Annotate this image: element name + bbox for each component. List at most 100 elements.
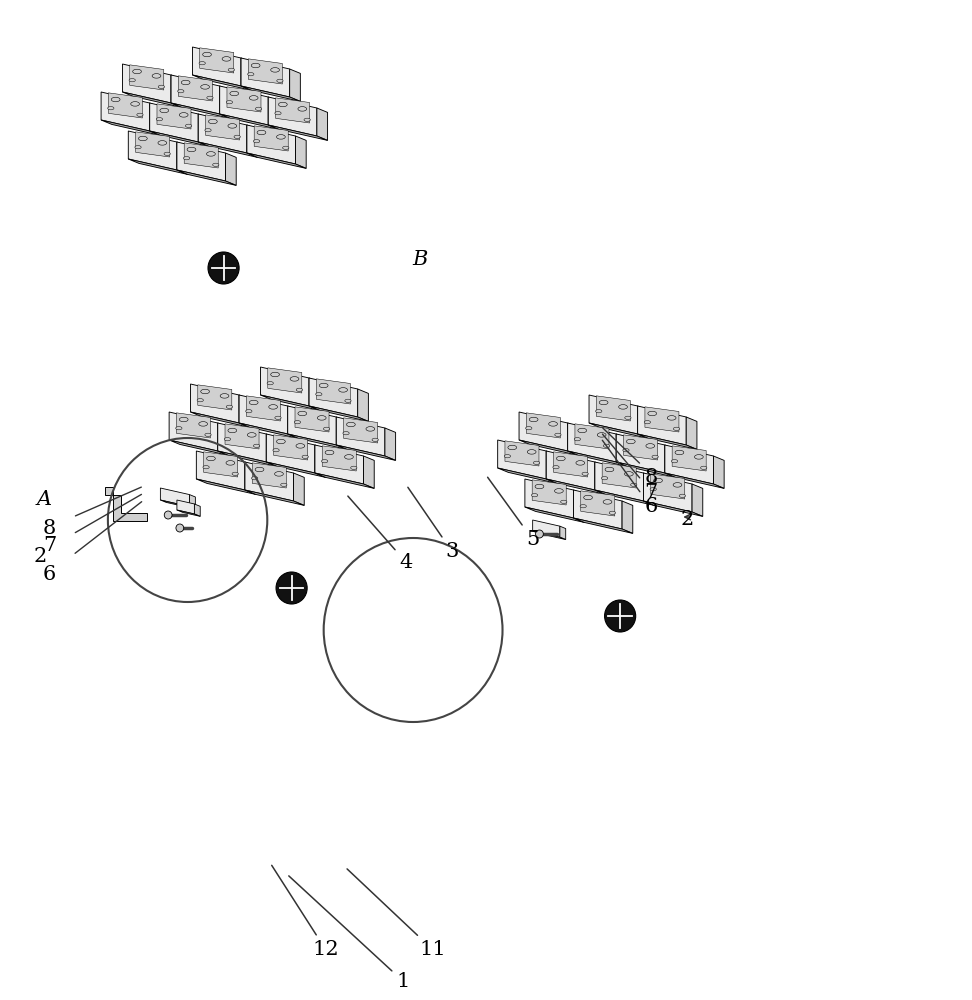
Ellipse shape — [345, 399, 351, 402]
Polygon shape — [245, 462, 294, 501]
Ellipse shape — [283, 146, 289, 149]
Text: 8: 8 — [43, 519, 56, 538]
Polygon shape — [595, 490, 654, 505]
Polygon shape — [323, 446, 357, 471]
Polygon shape — [665, 473, 724, 488]
Ellipse shape — [296, 388, 302, 391]
Polygon shape — [260, 395, 320, 410]
Ellipse shape — [526, 427, 532, 430]
Ellipse shape — [207, 96, 213, 99]
Polygon shape — [198, 114, 209, 146]
Ellipse shape — [186, 124, 191, 127]
Ellipse shape — [347, 422, 356, 427]
Ellipse shape — [532, 494, 538, 497]
Polygon shape — [336, 445, 396, 460]
Polygon shape — [597, 396, 631, 421]
Polygon shape — [568, 423, 578, 455]
Ellipse shape — [159, 108, 169, 113]
Polygon shape — [274, 435, 307, 460]
Ellipse shape — [132, 69, 142, 74]
Polygon shape — [150, 103, 160, 135]
Polygon shape — [220, 114, 279, 129]
Ellipse shape — [184, 157, 190, 160]
Polygon shape — [568, 451, 627, 466]
Polygon shape — [288, 434, 347, 449]
Ellipse shape — [205, 129, 211, 132]
Ellipse shape — [652, 455, 658, 458]
Ellipse shape — [365, 427, 375, 431]
Text: 6: 6 — [43, 565, 56, 584]
Ellipse shape — [295, 444, 305, 448]
Ellipse shape — [536, 484, 544, 489]
Ellipse shape — [158, 141, 167, 145]
Ellipse shape — [227, 428, 237, 433]
Ellipse shape — [203, 466, 209, 469]
Ellipse shape — [249, 400, 259, 405]
Polygon shape — [385, 428, 396, 460]
Ellipse shape — [644, 421, 650, 424]
Polygon shape — [245, 462, 256, 494]
Polygon shape — [191, 384, 239, 423]
Polygon shape — [295, 407, 329, 432]
Ellipse shape — [619, 405, 628, 409]
Polygon shape — [247, 125, 258, 157]
Polygon shape — [204, 452, 237, 477]
Polygon shape — [266, 462, 326, 477]
Ellipse shape — [673, 483, 682, 487]
Polygon shape — [336, 417, 347, 449]
Ellipse shape — [583, 495, 593, 500]
Polygon shape — [177, 142, 226, 181]
Ellipse shape — [675, 450, 684, 455]
Polygon shape — [290, 69, 300, 101]
Ellipse shape — [129, 79, 135, 82]
Ellipse shape — [226, 461, 235, 465]
Ellipse shape — [130, 102, 140, 106]
Ellipse shape — [251, 63, 260, 68]
Polygon shape — [218, 423, 228, 455]
Ellipse shape — [574, 438, 580, 441]
Polygon shape — [171, 75, 220, 114]
Ellipse shape — [372, 438, 378, 441]
Polygon shape — [288, 406, 298, 438]
Text: 4: 4 — [348, 496, 413, 572]
Polygon shape — [573, 490, 584, 522]
Ellipse shape — [274, 472, 284, 476]
Ellipse shape — [351, 466, 357, 469]
Circle shape — [605, 600, 636, 632]
Polygon shape — [206, 115, 239, 140]
Ellipse shape — [650, 488, 656, 491]
Ellipse shape — [255, 467, 264, 472]
Polygon shape — [177, 142, 188, 174]
Ellipse shape — [108, 107, 114, 110]
Ellipse shape — [187, 147, 196, 152]
Ellipse shape — [270, 68, 280, 72]
Polygon shape — [218, 423, 266, 462]
Polygon shape — [589, 395, 638, 434]
Ellipse shape — [158, 85, 164, 88]
Polygon shape — [109, 93, 143, 118]
Ellipse shape — [553, 466, 559, 469]
Text: 8: 8 — [644, 468, 658, 487]
Ellipse shape — [227, 124, 237, 128]
Polygon shape — [622, 501, 633, 533]
Polygon shape — [294, 473, 304, 505]
Ellipse shape — [609, 511, 615, 514]
Polygon shape — [177, 510, 200, 516]
Ellipse shape — [507, 445, 517, 450]
Polygon shape — [196, 479, 256, 494]
Ellipse shape — [226, 101, 232, 104]
Polygon shape — [638, 434, 697, 449]
Polygon shape — [227, 87, 260, 112]
Polygon shape — [245, 490, 304, 505]
Text: A: A — [37, 490, 52, 509]
Ellipse shape — [604, 444, 609, 447]
Ellipse shape — [203, 52, 212, 57]
Ellipse shape — [297, 107, 307, 111]
Ellipse shape — [201, 85, 210, 89]
Ellipse shape — [653, 478, 663, 483]
Ellipse shape — [254, 140, 260, 143]
Polygon shape — [686, 417, 697, 449]
Ellipse shape — [273, 449, 279, 452]
Text: 11: 11 — [347, 869, 446, 959]
Ellipse shape — [199, 62, 205, 65]
